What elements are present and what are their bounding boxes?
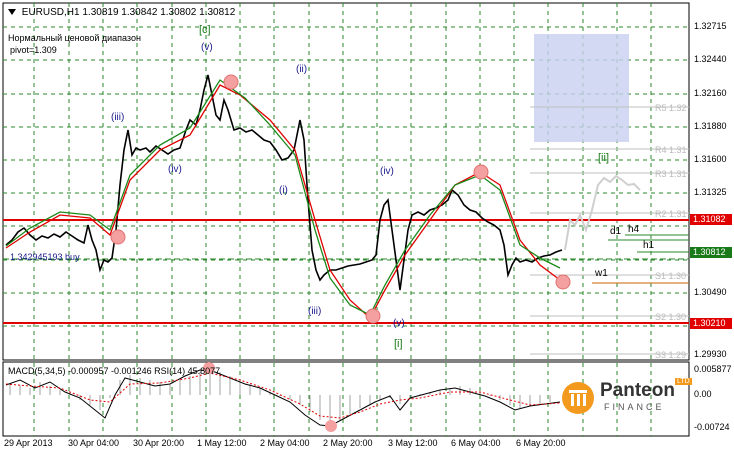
price-tag-current: 1.30812 [690,247,732,258]
time-tick: 1 May 12:00 [197,438,247,448]
indicator-tick: 0.00 [694,389,712,399]
indicator-marker-low [325,420,337,432]
logo-name: Panteon [600,380,675,401]
pivot-note: pivot=1.309 [10,45,57,55]
price-series [5,74,563,291]
wave-label: [c] [199,24,211,36]
time-tick: 2 May 20:00 [323,438,373,448]
wave-label: (ii) [296,64,308,75]
level-h4: h4 [628,224,640,235]
time-tick: 6 May 04:00 [451,438,501,448]
pivot-label: R2 1.31 [655,209,687,219]
symbol-label: EURUSD,H1 [21,7,80,18]
panteon-logo: Panteon FINANCE LTD [560,378,692,418]
ohlc-values: 1.30819 1.30842 1.30802 1.30812 [82,7,236,18]
price-tag-lower: 1.30210 [690,318,732,329]
rsi-line [5,369,561,427]
pivot-label: R5 1.32 [655,103,687,113]
wave-label: [ii] [598,152,609,164]
projection-series [564,174,641,251]
indicator-tick: 0.005877 [694,364,732,374]
range-note: Нормальный ценовой диапазон [8,33,141,43]
time-tick: 30 Apr 04:00 [68,438,120,448]
wave-label: (iii) [308,306,322,317]
wave-label: (i) [279,185,288,196]
time-tick: 2 May 04:00 [260,438,310,448]
logo-sub: FINANCE [604,402,665,412]
indicator-tick: -0.00724 [694,422,730,432]
pivot-label: S1 1.30 [655,271,687,281]
target-zone [534,34,629,142]
pivot-label: S3 1.29 [655,350,687,360]
pivot-lines [530,106,689,355]
price-tick: 1.32715 [694,21,727,31]
price-tick: 1.32440 [694,54,727,64]
price-tick: 1.31880 [694,121,727,131]
price-tick: 1.32160 [694,88,727,98]
macd-signal-line [5,372,561,419]
dropdown-arrow-icon[interactable] [8,9,16,16]
wave-label: (iv) [168,164,182,175]
pivot-label: S2 1.30 [655,312,687,322]
time-tick: 30 Apr 20:00 [133,438,185,448]
price-tag-upper: 1.31082 [690,214,732,225]
level-h1: h1 [643,240,655,251]
time-tick: 6 May 20:00 [516,438,566,448]
wave-label: (v) [201,42,213,53]
turning-point-markers [110,74,571,324]
price-tick: 1.29930 [694,349,727,359]
logo-icon [562,382,594,414]
price-tick: 1.30490 [694,287,727,297]
pivot-label: R4 1.31 [655,145,687,155]
price-tick: 1.31325 [694,187,727,197]
time-tick: 29 Apr 2013 [4,438,53,448]
wave-label: (iii) [111,112,125,123]
logo-badge: LTD [675,378,692,385]
wave-label: [i] [394,338,403,350]
wave-label: (v) [393,318,405,329]
time-tick: 3 May 12:00 [388,438,438,448]
price-tick: 1.31600 [694,154,727,164]
wave-label: (iv) [380,166,394,177]
level-d1: d1 [610,226,622,237]
indicator-label: MACD(5,34,5) -0.000957 -0.001246 RSI(14)… [8,366,221,376]
pivot-label: R3 1.31 [655,169,687,179]
chart-header[interactable]: EURUSD,H1 1.30819 1.30842 1.30802 1.3081… [8,7,235,18]
level-w1: w1 [595,268,608,279]
buy-note: 1.342945193 buy [10,252,80,262]
indicator-marker-high [203,362,215,374]
